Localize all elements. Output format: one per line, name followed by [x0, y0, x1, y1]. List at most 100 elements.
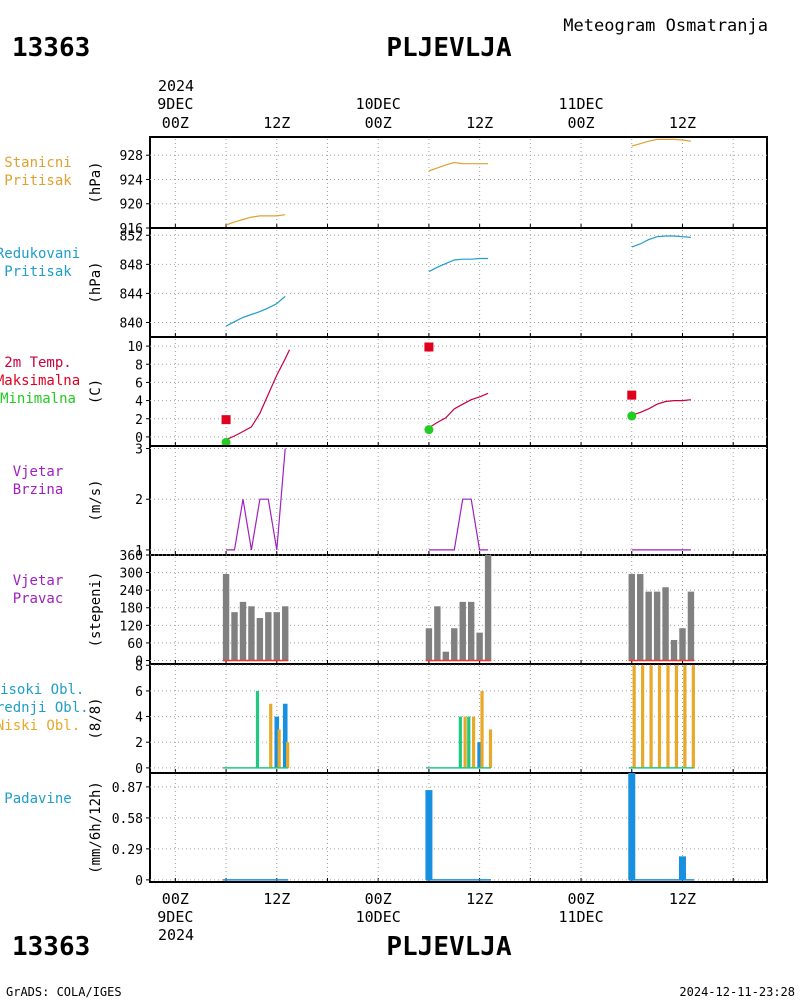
series-line [428, 161, 489, 172]
time-axis-top-tick-label: 00Z [162, 114, 189, 132]
time-axis-bottom-tick-label: 00Z [162, 890, 189, 908]
time-axis-bottom-date: 10DEC [356, 908, 401, 926]
cloud-bar [691, 665, 695, 768]
legend-entry: Maksimalna [0, 373, 80, 389]
tmax-marker [627, 390, 637, 400]
cloud-bar [277, 729, 281, 768]
tmin-marker [221, 437, 231, 446]
direction-bar [662, 587, 669, 661]
panel-precipitation: 0 0.29 0.58 0.87 (mm/6h/12h) Padavine [4, 772, 768, 889]
series-line [428, 498, 489, 551]
legend-entry: Stanicni [4, 155, 71, 171]
cloud-bar [286, 742, 290, 768]
y-tick-label: 844 [120, 287, 144, 302]
direction-bar [273, 612, 280, 661]
series-line [428, 257, 489, 273]
time-axis-bottom-tick-label: 12Z [466, 890, 493, 908]
y-tick-label: 2 [135, 413, 143, 428]
cloud-bar [274, 716, 280, 768]
legend-entry: Redukovani [0, 246, 80, 262]
product-title: Meteogram Osmatranja [563, 16, 768, 36]
y-tick-label: 10 [127, 340, 143, 355]
direction-bar [679, 628, 686, 661]
cloud-bar [488, 729, 493, 768]
y-tick-label: 840 [120, 316, 143, 331]
cloud-bar [632, 665, 636, 768]
y-tick-label: 4 [135, 711, 143, 726]
series-line [225, 349, 291, 441]
plot-area [223, 665, 695, 769]
cloud-bar [657, 665, 662, 768]
y-tick-label: 2 [135, 493, 143, 508]
series-line [226, 448, 286, 551]
station-id-bottom: 13363 [12, 932, 90, 962]
cloud-bar [269, 703, 273, 768]
y-axis-label: (m/s) [88, 479, 104, 521]
series-line [428, 392, 489, 429]
time-axis-bottom-year: 2024 [158, 926, 194, 944]
direction-bar [687, 591, 695, 661]
y-tick-label: 0 [135, 431, 143, 446]
direction-bar [628, 574, 635, 661]
legend-entry: Pritisak [4, 173, 72, 189]
time-axis-top-date: 11DEC [558, 95, 603, 113]
direction-bar [653, 591, 661, 661]
time-axis-top-tick-label: 12Z [466, 114, 493, 132]
plot-area [222, 555, 695, 662]
direction-bar [476, 632, 483, 661]
direction-bar [248, 606, 255, 661]
legend-entry: 2m Temp. [4, 355, 71, 371]
tmax-marker [424, 342, 434, 352]
tmax-marker [221, 415, 231, 425]
panel-temperature: 0 2 4 6 8 10 (C) 2m Temp. Maksimalna Minimalna [0, 336, 768, 447]
software-credit: GrADS: COLA/IGES [6, 985, 122, 999]
direction-bar [265, 612, 272, 661]
y-axis-label: (C) [88, 379, 104, 404]
legend-entry: Vjetar [13, 573, 64, 589]
direction-bar [459, 601, 466, 661]
plot-area [225, 138, 691, 226]
time-axis-bottom-date: 11DEC [558, 908, 603, 926]
y-tick-label: 928 [120, 149, 143, 164]
y-axis-label: (stepeni) [88, 572, 104, 648]
time-axis-top-tick-label: 00Z [568, 114, 595, 132]
y-tick-label: 0 [135, 762, 143, 777]
y-tick-label: 1 [135, 544, 143, 559]
plot-area [225, 235, 691, 327]
panel-frame [149, 772, 768, 883]
y-tick-label: 360 [120, 549, 143, 564]
y-axis-label: (hPa) [88, 161, 104, 203]
direction-bar [239, 601, 247, 661]
y-tick-label: 240 [120, 584, 143, 599]
plot-area [226, 448, 691, 551]
y-tick-label: 852 [120, 229, 143, 244]
direction-bar [467, 601, 475, 661]
legend-entry: Padavine [4, 791, 71, 807]
time-axis-bottom-date: 9DEC [157, 908, 193, 926]
time-axis-top-year: 2024 [158, 77, 194, 95]
legend-entry: Visoki Obl. [0, 682, 84, 698]
legend-entry: Niski Obl. [0, 718, 80, 734]
direction-bar [231, 612, 238, 661]
tmin-marker [627, 411, 637, 421]
generation-timestamp: 2024-12-11-23:28 [679, 985, 795, 999]
y-tick-label: 0 [135, 654, 143, 669]
cloud-bar [649, 665, 653, 768]
cloud-bar [477, 742, 482, 768]
y-tick-label: 920 [120, 198, 143, 213]
time-axis-bottom-tick-label: 12Z [669, 890, 696, 908]
y-axis-label: (mm/6h/12h) [88, 781, 104, 874]
panel-reduced_pressure: 840 844 848 852 (hPa) Redukovani Pritisak [0, 227, 768, 338]
direction-bar [222, 574, 230, 661]
legend-entry: Pravac [13, 591, 64, 607]
direction-bar [282, 606, 289, 661]
cloud-bar [480, 690, 484, 768]
legend-entry: Brzina [13, 482, 64, 498]
direction-bar [484, 555, 492, 661]
time-axis-top-date: 10DEC [356, 95, 401, 113]
legend-entry: Minimalna [0, 391, 76, 407]
